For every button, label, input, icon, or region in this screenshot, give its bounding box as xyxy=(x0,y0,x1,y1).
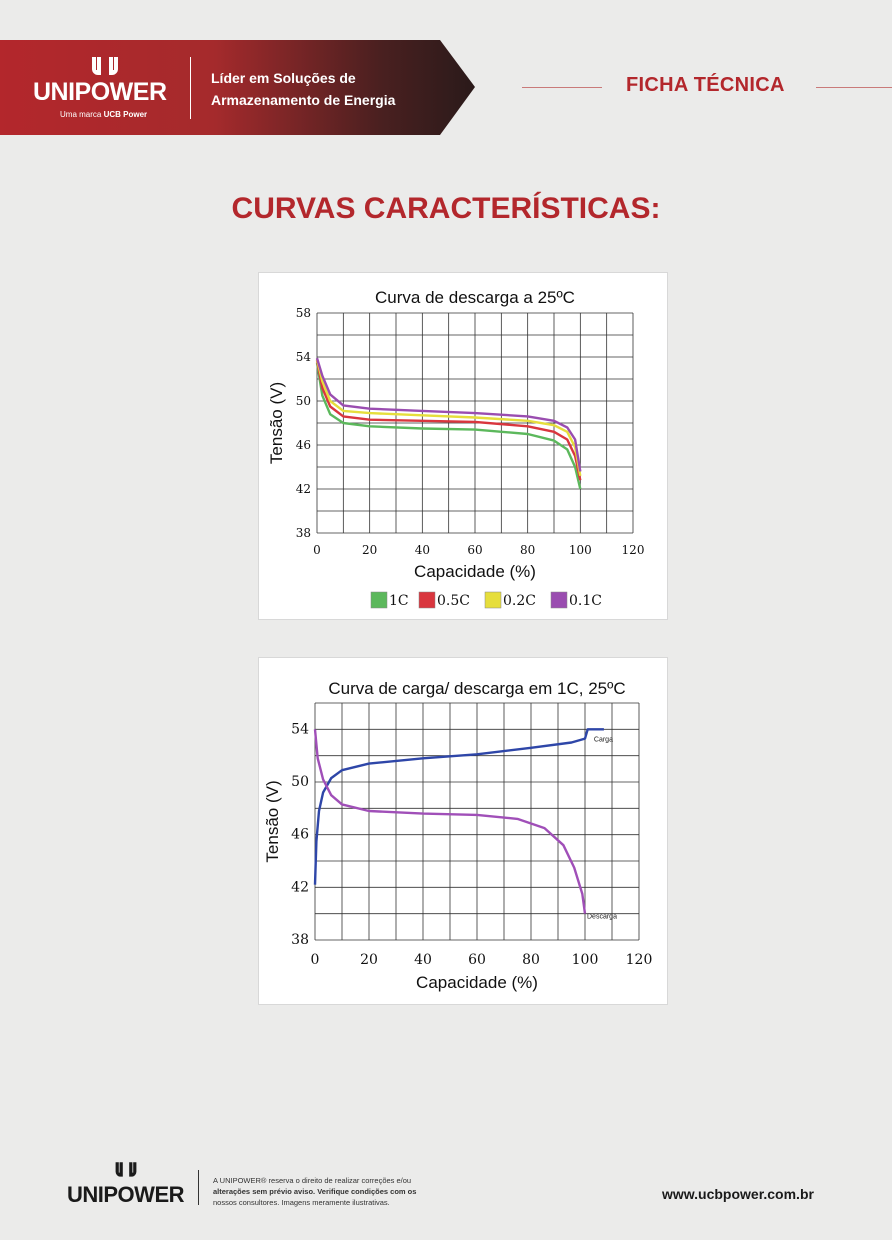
x-tick-label: 100 xyxy=(572,952,599,968)
legend-swatch xyxy=(418,591,436,609)
brand-name: UNIPOWER xyxy=(33,78,167,106)
series-line-descarga xyxy=(313,729,587,914)
y-axis-label: Tensão (V) xyxy=(267,382,286,464)
y-tick-label: 50 xyxy=(291,774,309,790)
x-tick-label: 0 xyxy=(311,952,320,968)
legend-label: 0.5C xyxy=(437,593,470,609)
discharge-chart: Curva de descarga a 25ºC 0 20 40 60 80 100 120 3… xyxy=(267,288,645,609)
chart-title: Curva de carga/ descarga em 1C, 25ºC xyxy=(328,679,625,698)
x-tick-label: 80 xyxy=(520,543,535,557)
x-tick-label: 60 xyxy=(468,952,486,968)
x-tick-label: 80 xyxy=(522,952,540,968)
unipower-logo-icon xyxy=(92,57,118,75)
x-tick-label: 60 xyxy=(467,543,482,557)
brand-subtitle: Uma marca UCB Power xyxy=(60,110,148,119)
series-label-carga: Carga xyxy=(594,736,613,743)
series-line-carga xyxy=(313,728,604,885)
doc-type-rule-right xyxy=(816,87,892,88)
x-tick-label: 40 xyxy=(415,543,430,557)
x-tick-label: 20 xyxy=(360,952,378,968)
y-tick-label: 46 xyxy=(291,827,309,843)
series-line-0-1c xyxy=(315,357,582,472)
doc-type-rule-left xyxy=(522,87,602,88)
y-tick-label: 38 xyxy=(291,932,309,948)
legend-swatch xyxy=(370,591,388,609)
y-tick-label: 54 xyxy=(291,721,309,737)
y-tick-label: 42 xyxy=(296,482,311,496)
tagline: Líder em Soluções de Armazenamento de En… xyxy=(211,70,396,108)
legend-swatch xyxy=(484,591,502,609)
footer-logo-icon xyxy=(115,1162,137,1177)
x-axis-label: Capacidade (%) xyxy=(414,562,536,581)
y-tick-label: 42 xyxy=(291,879,309,895)
series-label-descarga: Descarga xyxy=(587,914,617,921)
doc-type: FICHA TÉCNICA xyxy=(626,74,785,96)
discharge-chart-card: Curva de descarga a 25ºC 0 20 40 60 80 100 120 3… xyxy=(258,272,668,620)
series-line-0-2c xyxy=(315,358,582,477)
website-link[interactable]: www.ucbpower.com.br xyxy=(662,1186,814,1202)
charge-discharge-chart: Curva de carga/ descarga em 1C, 25ºC 0 20 4… xyxy=(263,679,653,992)
section-title: CURVAS CARACTERÍSTICAS: xyxy=(231,192,661,225)
legend-label: 1C xyxy=(389,593,409,609)
y-tick-label: 50 xyxy=(296,394,311,408)
x-tick-label: 120 xyxy=(622,543,645,557)
chart-title: Curva de descarga a 25ºC xyxy=(375,288,575,307)
legend-label: 0.2C xyxy=(503,593,536,609)
y-tick-label: 38 xyxy=(296,526,311,540)
x-tick-label: 100 xyxy=(569,543,592,557)
y-tick-label: 54 xyxy=(296,350,312,364)
header-divider xyxy=(190,57,191,119)
x-tick-label: 40 xyxy=(414,952,432,968)
series-line-0-5c xyxy=(315,360,582,481)
charge-discharge-chart-card: Curva de carga/ descarga em 1C, 25ºC 0 20 4… xyxy=(258,657,668,1005)
x-tick-label: 120 xyxy=(626,952,653,968)
y-tick-label: 46 xyxy=(296,438,311,452)
disclaimer: A UNIPOWER® reserva o direito de realiza… xyxy=(213,1176,417,1207)
x-axis-label: Capacidade (%) xyxy=(416,973,538,992)
footer-brand: UNIPOWER xyxy=(67,1182,185,1207)
y-axis-label: Tensão (V) xyxy=(263,780,282,862)
x-tick-label: 0 xyxy=(313,543,321,557)
series-line-1c xyxy=(315,362,582,490)
legend-swatch xyxy=(550,591,568,609)
header-band xyxy=(0,40,475,135)
x-tick-label: 20 xyxy=(362,543,377,557)
legend-label: 0.1C xyxy=(569,593,602,609)
footer-divider xyxy=(198,1170,199,1205)
y-tick-label: 58 xyxy=(296,306,311,320)
